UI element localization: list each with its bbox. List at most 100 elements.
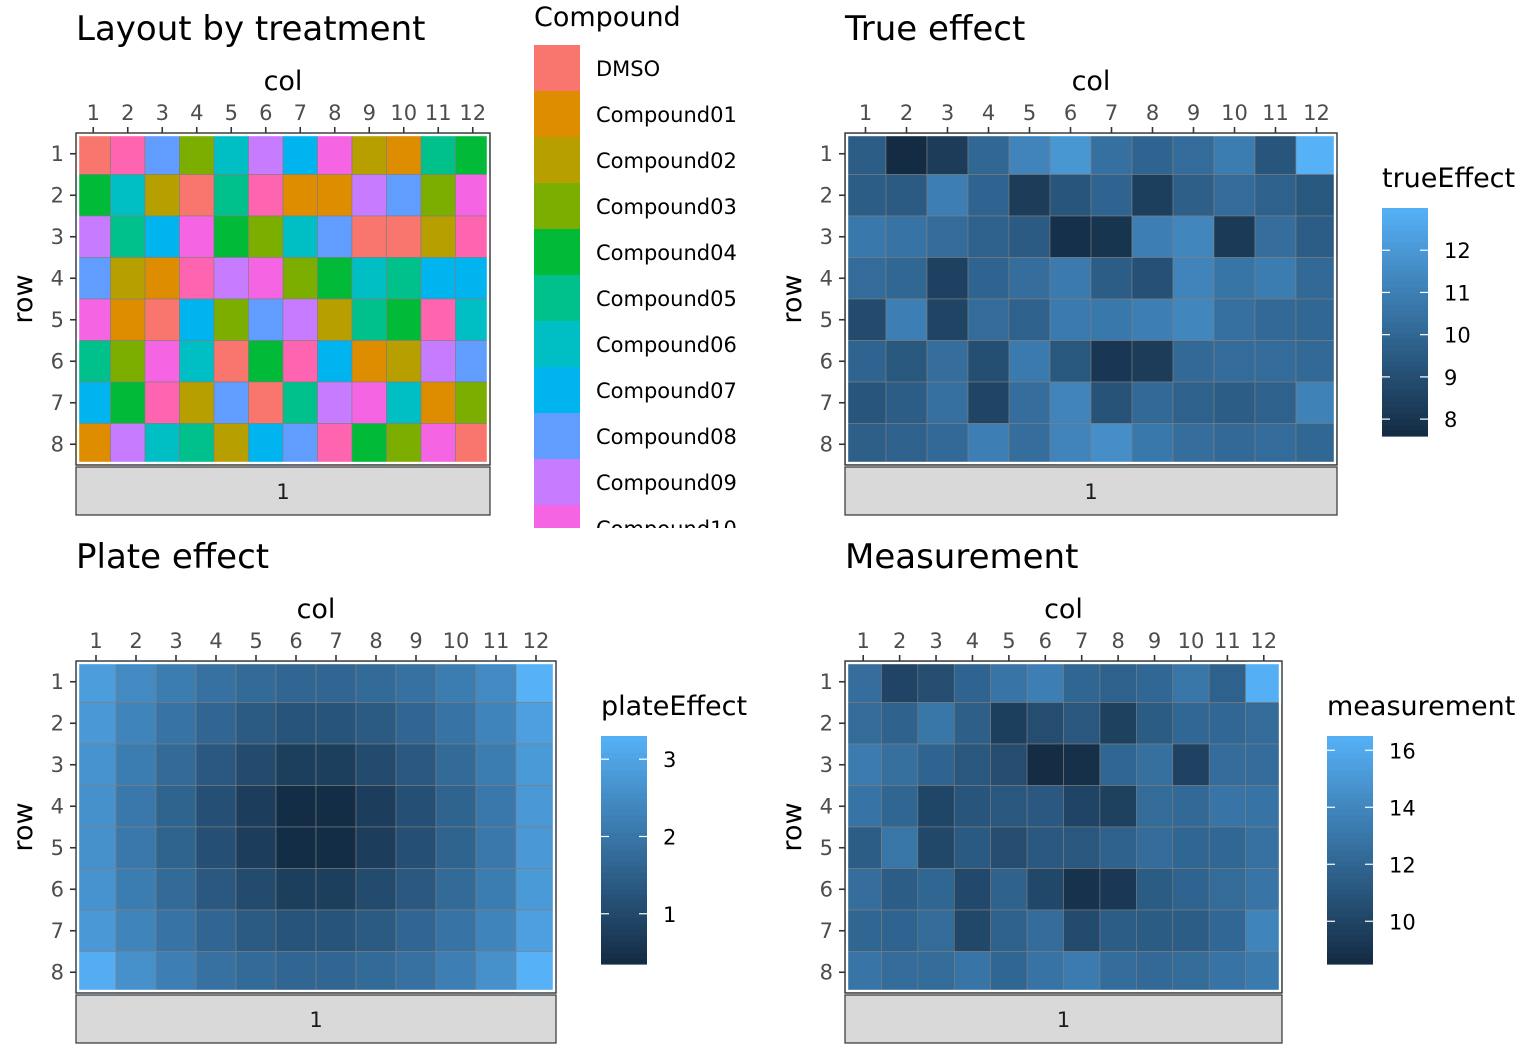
heatmap-tile xyxy=(1136,826,1174,869)
colorbar-slice xyxy=(1382,327,1428,334)
colorbar-slice xyxy=(1327,889,1373,897)
heatmap-tile xyxy=(282,423,318,466)
heatmap-tile xyxy=(248,174,284,217)
heatmap-tile xyxy=(317,423,353,466)
heatmap-tile xyxy=(1026,743,1064,786)
heatmap-tile xyxy=(1049,298,1092,341)
colorbar-tick-label: 1 xyxy=(663,903,676,927)
heatmap-tile xyxy=(248,298,284,341)
heatmap-tile xyxy=(926,215,969,258)
y-tick-label: 5 xyxy=(51,308,64,332)
heatmap-tile xyxy=(1172,868,1210,911)
heatmap-tile xyxy=(1008,174,1051,217)
heatmap-tile xyxy=(235,702,277,745)
heatmap-tile xyxy=(395,702,437,745)
x-tick-label: 9 xyxy=(363,101,376,125)
heatmap-tile xyxy=(420,381,456,424)
colorbar-slice xyxy=(1382,270,1428,277)
colorbar-slice xyxy=(1327,878,1373,885)
x-tick-label: 4 xyxy=(966,629,979,653)
heatmap-tile xyxy=(1172,132,1215,175)
heatmap-tile xyxy=(75,174,111,217)
heatmap-tile xyxy=(110,423,146,466)
heatmap-tile xyxy=(844,660,882,703)
heatmap-tile xyxy=(420,423,456,466)
heatmap-tile xyxy=(1213,132,1256,175)
colorbar-slice xyxy=(1382,356,1428,363)
heatmap-tile xyxy=(926,340,969,383)
x-axis-label: col xyxy=(264,66,303,97)
colorbar-slice xyxy=(1382,213,1428,220)
heatmap-tile xyxy=(275,909,317,952)
colorbar-slice xyxy=(1382,379,1428,386)
x-tick-label: 6 xyxy=(289,629,302,653)
heatmap-tile xyxy=(1026,660,1064,703)
heatmap-tile xyxy=(967,423,1010,466)
heatmap-tile xyxy=(75,298,111,341)
colorbar-slice xyxy=(1327,838,1373,845)
colorbar-tick-label: 8 xyxy=(1444,408,1457,432)
legend-key xyxy=(534,367,580,413)
heatmap-tile xyxy=(195,826,237,869)
heatmap-tile xyxy=(1254,340,1297,383)
y-tick-label: 7 xyxy=(51,919,64,943)
heatmap-tile xyxy=(115,660,157,703)
panel-border xyxy=(844,132,1338,466)
heatmap-tile xyxy=(144,423,180,466)
heatmap-tile xyxy=(213,381,249,424)
x-tick-label: 5 xyxy=(1023,101,1036,125)
colorbar-slice xyxy=(1327,901,1373,908)
colorbar-tick-label: 2 xyxy=(663,825,676,849)
heatmap-tile xyxy=(1254,215,1297,258)
heatmap-tile xyxy=(355,660,397,703)
colorbar-slice xyxy=(1327,844,1373,851)
heatmap-tile xyxy=(515,909,557,952)
heatmap-tile xyxy=(315,743,357,786)
colorbar-slice xyxy=(601,764,647,771)
y-tick-label: 3 xyxy=(820,753,833,777)
heatmap-tile xyxy=(1245,743,1283,786)
heatmap-tile xyxy=(1295,340,1338,383)
heatmap-tile xyxy=(953,826,991,869)
heatmap-tile xyxy=(1136,785,1174,828)
x-tick-label: 6 xyxy=(1064,101,1077,125)
heatmap-tile xyxy=(844,340,887,383)
heatmap-tile xyxy=(435,785,477,828)
heatmap-tile xyxy=(1172,951,1210,994)
heatmap-tile xyxy=(475,868,517,911)
heatmap-tile xyxy=(179,298,215,341)
heatmap-tile xyxy=(235,826,277,869)
colorbar-slice xyxy=(1327,941,1373,948)
colorbar-slice xyxy=(1382,401,1428,409)
heatmap-tile xyxy=(953,743,991,786)
heatmap-tile xyxy=(1213,298,1256,341)
legend-keys: DMSO Compound01 Compound02 Compound03 Compou… xyxy=(534,45,737,528)
panel-border xyxy=(75,660,557,994)
heatmap-tile xyxy=(195,743,237,786)
heatmap-tile xyxy=(282,381,318,424)
heatmap-tile xyxy=(1131,423,1174,466)
heatmap-tile xyxy=(179,423,215,466)
heatmap-tile xyxy=(75,951,117,994)
colorbar-slice xyxy=(1327,895,1373,902)
y-tick-label: 2 xyxy=(820,711,833,735)
heatmap-tile xyxy=(1254,132,1297,175)
y-tick-label: 6 xyxy=(51,349,64,373)
heatmap-tile xyxy=(1026,951,1064,994)
heatmap-tile xyxy=(1136,909,1174,952)
heatmap-tile xyxy=(317,298,353,341)
heatmap-tile xyxy=(1063,660,1101,703)
heatmap-tile xyxy=(110,381,146,424)
heatmap-tile xyxy=(1131,298,1174,341)
heatmap-tile xyxy=(395,826,437,869)
x-tick-label: 11 xyxy=(1214,629,1241,653)
heatmap-tile xyxy=(144,257,180,300)
heatmap-tile xyxy=(1245,826,1283,869)
heatmap-tile xyxy=(1172,826,1210,869)
colorbar-slice xyxy=(1382,316,1428,323)
x-tick-label: 8 xyxy=(1146,101,1159,125)
facet-strip-label: 1 xyxy=(1084,480,1097,504)
colorbar-slice xyxy=(1327,758,1373,766)
heatmap-tile xyxy=(881,743,919,786)
heatmap-tile xyxy=(213,132,249,175)
